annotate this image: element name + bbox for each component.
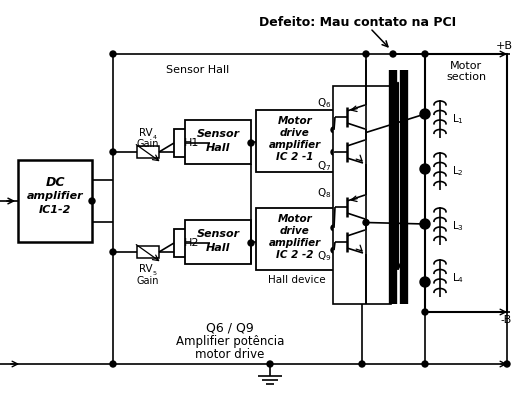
Text: RV: RV [139,264,153,274]
Circle shape [331,247,337,253]
Text: Defeito: Mau contato na PCI: Defeito: Mau contato na PCI [259,16,457,28]
Text: Q$_8$: Q$_8$ [317,186,331,200]
Circle shape [390,51,396,57]
Bar [137,146,159,158]
Circle shape [248,140,254,146]
Bar [137,246,159,258]
Bar [18,160,92,242]
Text: amplifier: amplifier [27,191,83,201]
Text: Gain: Gain [137,276,159,286]
Text: L$_3$: L$_3$ [452,219,464,233]
Text: Sensor Hall: Sensor Hall [166,65,230,75]
Bar [185,120,251,164]
Circle shape [267,361,273,367]
Circle shape [420,164,430,174]
Text: Hall: Hall [206,143,230,153]
Text: Motor: Motor [450,61,482,71]
Circle shape [331,149,337,155]
Text: section: section [446,72,486,82]
Text: Motor: Motor [278,116,313,126]
Circle shape [110,249,116,255]
Text: Hall device: Hall device [268,275,326,285]
Bar [256,208,334,270]
Circle shape [331,225,337,231]
Text: Sensor: Sensor [197,129,240,139]
Circle shape [110,51,116,57]
Bar [174,229,210,257]
Circle shape [248,240,254,246]
Text: +B: +B [496,41,513,51]
Circle shape [420,109,430,119]
Text: L$_2$: L$_2$ [452,164,464,178]
Bar [185,220,251,264]
Text: IC 2 -2: IC 2 -2 [276,250,314,260]
Text: IC 2 -1: IC 2 -1 [276,152,314,162]
Text: RV: RV [139,128,153,138]
Text: Q$_7$: Q$_7$ [317,159,331,173]
Bar [425,54,507,312]
Bar [256,110,334,172]
Circle shape [363,220,369,226]
Text: Amplifier potência: Amplifier potência [176,336,284,348]
Text: drive: drive [280,226,310,236]
Text: drive: drive [280,128,310,138]
Text: Hall: Hall [206,243,230,253]
Circle shape [422,221,428,227]
Circle shape [422,361,428,367]
Text: Gain: Gain [137,139,159,149]
Circle shape [110,361,116,367]
Bar [333,86,391,304]
Text: Sensor: Sensor [197,229,240,239]
Text: Q6 / Q9: Q6 / Q9 [206,322,254,334]
Circle shape [110,149,116,155]
Text: amplifier: amplifier [269,238,321,248]
Text: motor drive: motor drive [196,348,265,360]
Circle shape [89,198,95,204]
Text: H1: H1 [184,138,200,148]
Text: IC1-2: IC1-2 [39,205,71,215]
Circle shape [359,361,365,367]
Text: -B: -B [500,315,512,325]
Circle shape [422,111,428,117]
Text: H2: H2 [184,238,200,248]
Text: $_4$: $_4$ [152,132,158,142]
Text: DC: DC [45,176,65,190]
Circle shape [363,51,369,57]
Circle shape [422,309,428,315]
Text: $_5$: $_5$ [152,268,158,278]
Circle shape [420,277,430,287]
Bar [174,129,210,157]
Text: Motor: Motor [278,214,313,224]
Text: amplifier: amplifier [269,140,321,150]
Text: L$_4$: L$_4$ [452,271,464,285]
Text: Q$_6$: Q$_6$ [317,96,331,110]
Circle shape [331,127,337,133]
Circle shape [504,361,510,367]
Circle shape [422,51,428,57]
Text: L$_1$: L$_1$ [452,112,464,126]
Text: Q$_9$: Q$_9$ [317,249,331,263]
Circle shape [420,219,430,229]
